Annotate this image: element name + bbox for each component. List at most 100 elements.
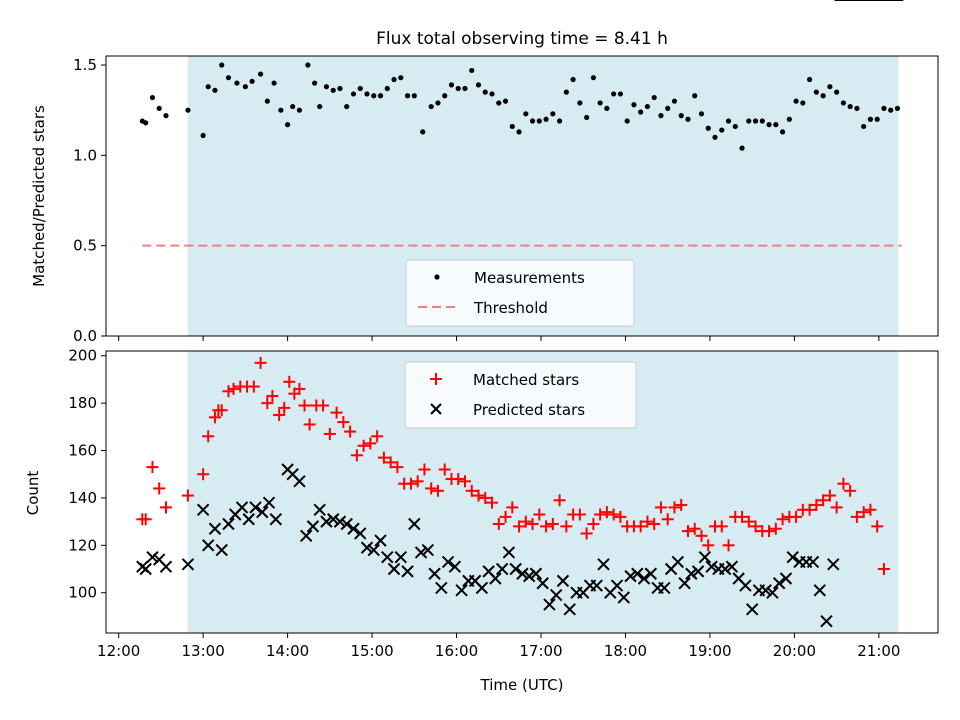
measurement-point [671,98,678,104]
measurement-point [834,89,840,95]
measurement-point [820,93,826,99]
measurement-point [854,105,860,111]
measurement-point [249,78,255,84]
matched-star-point [330,406,343,419]
matched-star-point [702,539,715,552]
matched-star-point [722,539,735,552]
measurement-point [840,100,846,106]
matched-star-point [222,385,235,398]
predicted-star-point [745,603,759,616]
measurement-point [617,91,624,97]
predicted-star-point [786,550,799,564]
predicted-star-point [340,517,353,531]
matched-star-point [634,520,647,533]
predicted-star-point [759,584,772,597]
matched-star-point [506,501,519,514]
measurement-point [225,75,232,81]
measurement-point [725,118,732,124]
measurement-point [496,100,502,106]
predicted-star-point [269,513,282,526]
measurement-point [163,113,169,119]
matched-star-point [526,517,539,530]
measurement-point [516,129,522,135]
matched-star-point [810,499,823,512]
matched-star-point [323,427,336,440]
measurement-point [448,82,455,88]
matched-star-point [377,451,390,464]
measurement-point [712,134,718,140]
measurement-point [156,105,162,111]
y-tick-label: 120 [68,536,97,554]
matched-star-point [293,382,306,395]
measurement-point [278,107,284,113]
predicted-star-point [242,513,255,526]
top-legend-box [405,259,635,327]
matched-star-point [594,508,607,521]
measurement-point [234,80,240,86]
measurement-point [482,89,488,95]
x-axis-label: Time (UTC) [480,676,564,694]
measurement-point [773,122,779,128]
predicted-star-point [249,501,262,514]
measurement-point [420,129,426,135]
predicted-star-point [522,569,536,583]
predicted-star-point [631,567,644,580]
measurement-point [364,91,370,97]
measurement-point [739,145,745,151]
threshold-legend-label: Threshold [473,299,548,317]
bottom-legend-box [404,361,637,429]
top-x-axis-ticks [118,336,880,341]
matched-star-point [553,494,566,507]
measurement-point [317,103,323,110]
matched-star-point [763,525,776,538]
predicted-star-point [671,555,685,569]
matched-star-point [298,399,311,412]
matched-star-point [573,508,586,521]
matched-star-point [227,382,240,395]
predicted-star-point [529,567,543,580]
y-tick-label: 1.5 [73,56,97,74]
matched-legend-marker [430,373,442,385]
predicted-star-point [441,555,455,569]
measurement-point [391,76,397,83]
matched-star-point [749,520,762,533]
matched-star-point [580,527,593,540]
measurement-point [543,116,549,122]
y-tick-label: 100 [68,584,97,602]
x-tick-label: 17:00 [519,642,562,660]
predicted-star-point [739,579,752,592]
measurement-point [212,87,218,93]
matched-star-point [654,501,667,514]
predicted-star-point [705,560,718,573]
matched-star-point [479,491,492,504]
matched-star-point [857,506,870,519]
measurement-point [475,82,482,88]
top-legend: Measurements Threshold [405,259,635,327]
matched-star-point [850,510,863,523]
predicted-star-point [624,569,637,583]
matched-star-point [641,515,654,528]
predicted-star-point [374,534,387,547]
measurement-point [793,98,799,104]
measurement-point [577,100,583,106]
measurement-point [285,122,291,128]
matched-star-point [418,463,431,476]
measurement-point [509,123,515,130]
measurement-point [658,113,664,119]
measurement-point [631,102,637,108]
measurement-point [502,98,509,104]
measurement-point [881,105,887,111]
y-tick-label: 140 [68,489,97,507]
measurement-point [888,107,894,113]
measurement-point [786,116,792,122]
measurement-point [638,109,644,115]
measurement-point [330,87,336,93]
predicted-star-point [414,546,428,559]
measurement-point [200,132,206,139]
predicted-star-point [181,558,195,571]
matched-star-point [472,489,485,502]
measurement-point [219,62,225,68]
bottom-y-axis-label: Count [24,471,42,516]
measurement-point [435,100,441,106]
